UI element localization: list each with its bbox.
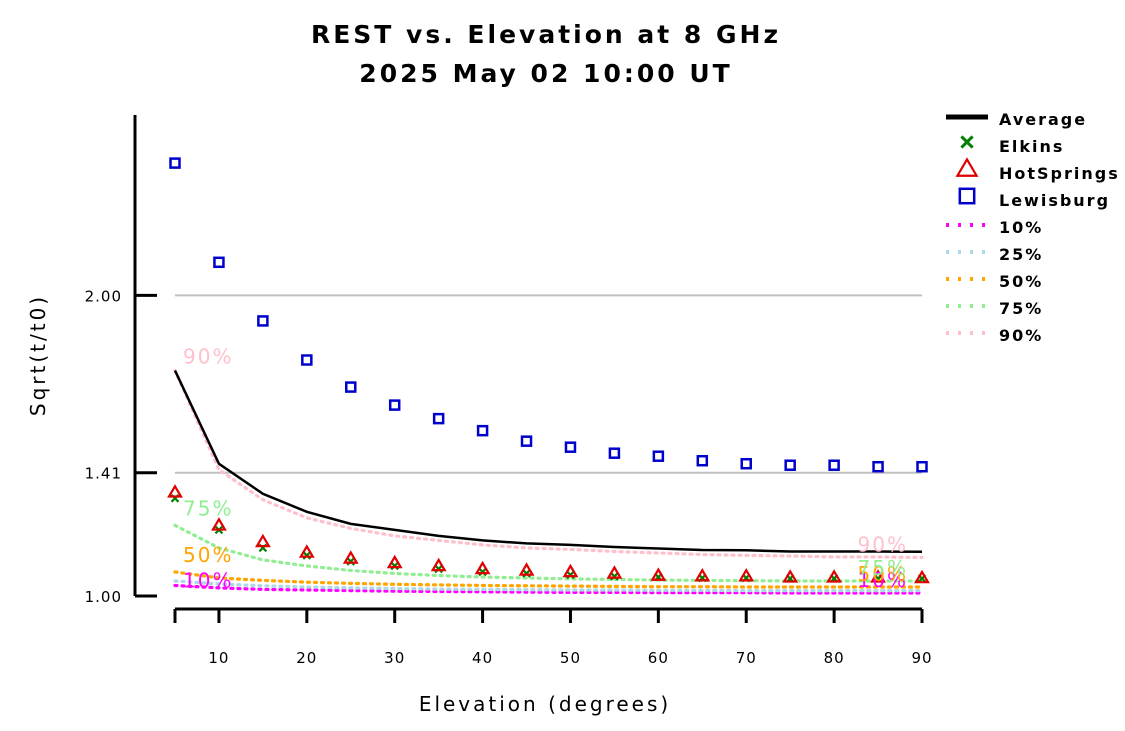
x-tick-label: 30 bbox=[384, 649, 405, 667]
series-elkins-marker bbox=[522, 569, 531, 578]
series-hotsprings-marker bbox=[167, 484, 183, 498]
x-axis-label: Elevation (degrees) bbox=[419, 692, 671, 716]
series-lewisburg-marker bbox=[257, 315, 269, 327]
series-lewisburg-marker bbox=[476, 424, 489, 437]
series-lewisburg-marker bbox=[828, 459, 840, 471]
legend-90pct-label: 90% bbox=[999, 326, 1043, 345]
series-lewisburg-marker bbox=[520, 435, 533, 447]
series-hotsprings-marker bbox=[562, 563, 579, 578]
legend-75pct-label: 75% bbox=[999, 299, 1043, 318]
series-elkins-marker bbox=[566, 570, 575, 580]
x-tick-label: 60 bbox=[648, 649, 669, 667]
series-lewisburg-marker bbox=[652, 450, 665, 462]
series-lewisburg-marker bbox=[213, 256, 225, 269]
series-50pct-line bbox=[173, 570, 924, 589]
legend-50pct-label: 50% bbox=[999, 272, 1043, 291]
legend-25pct-label: 25% bbox=[999, 245, 1043, 264]
series-75pct-line bbox=[173, 523, 924, 583]
series-lewisburg-marker bbox=[564, 441, 577, 453]
series-elkins-marker bbox=[478, 567, 487, 577]
series-elkins-marker bbox=[346, 557, 356, 566]
series-lewisburg-marker bbox=[301, 354, 313, 366]
pct-label-50pct-end: 50% bbox=[858, 562, 908, 586]
series-hotsprings-marker bbox=[870, 569, 886, 583]
pct-label-75pct-start: 75% bbox=[183, 496, 233, 520]
series-lewisburg-marker bbox=[432, 412, 445, 425]
series-hotsprings-marker bbox=[430, 557, 447, 572]
series-average-line bbox=[173, 369, 923, 554]
x-tick-label: 10 bbox=[208, 649, 229, 667]
legend-10pct-label: 10% bbox=[999, 218, 1043, 237]
series-hotsprings-marker bbox=[738, 567, 755, 582]
series-hotsprings-marker bbox=[606, 565, 623, 579]
series-elkins-marker bbox=[434, 564, 443, 574]
series-hotsprings-marker bbox=[298, 544, 315, 558]
legend-lewisburg-label: Lewisburg bbox=[999, 191, 1110, 210]
y-axis-label: Sqrt(t/t0) bbox=[26, 294, 50, 416]
y-tick-label: 1.41 bbox=[85, 465, 122, 483]
series-lewisburg-marker bbox=[608, 447, 621, 459]
series-25pct-line bbox=[173, 579, 924, 593]
pct-label-10pct-end: 10% bbox=[858, 568, 908, 592]
chart-title: REST vs. Elevation at 8 GHz bbox=[311, 20, 781, 49]
series-hotsprings-marker bbox=[694, 567, 711, 582]
series-lewisburg-marker bbox=[696, 454, 709, 467]
chart-subtitle: 2025 May 02 10:00 UT bbox=[359, 59, 732, 88]
series-elkins-marker bbox=[302, 551, 312, 560]
series-hotsprings-marker bbox=[650, 567, 667, 581]
legend-hotsprings-label: HotSprings bbox=[999, 164, 1120, 183]
x-tick-label: 80 bbox=[824, 649, 845, 667]
series-hotsprings-marker bbox=[782, 569, 799, 583]
x-tick-label: 50 bbox=[560, 649, 581, 667]
series-lewisburg-marker bbox=[345, 381, 357, 393]
series-lewisburg-marker bbox=[388, 399, 401, 411]
series-hotsprings-marker bbox=[386, 554, 403, 569]
legend: Average Elkins HotSprings Lewisburg 10% 25% 50… bbox=[946, 110, 1120, 345]
x-tick-label: 90 bbox=[911, 649, 932, 667]
series-hotsprings-marker bbox=[826, 569, 843, 583]
series-hotsprings-marker bbox=[254, 533, 271, 548]
pct-label-75pct-end: 75% bbox=[858, 556, 908, 580]
pct-label-50pct-start: 50% bbox=[183, 543, 233, 567]
series-elkins-marker bbox=[610, 572, 619, 581]
ticks: 1.00 1.41 2.00 10 20 30 40 50 60 70 80 90 bbox=[85, 287, 932, 667]
series-elkins-marker bbox=[390, 561, 399, 571]
y-tick-label: 2.00 bbox=[85, 287, 122, 305]
series-90pct-line bbox=[173, 368, 924, 560]
series-lewisburg-marker bbox=[740, 457, 752, 470]
y-tick-label: 1.00 bbox=[85, 588, 122, 606]
series-lewisburg-marker bbox=[916, 460, 928, 473]
legend-elkins-swatch bbox=[960, 135, 974, 149]
pct-label-90pct-start: 90% bbox=[183, 345, 233, 369]
legend-lewisburg-swatch bbox=[958, 187, 976, 205]
percentile-labels: 10% 10%50%50%75%75%90%90% bbox=[183, 345, 908, 593]
pct-label-10pct-start: 10% bbox=[183, 568, 233, 592]
series-hotsprings-marker bbox=[474, 560, 491, 575]
axes bbox=[133, 115, 922, 611]
legend-elkins-label: Elkins bbox=[999, 137, 1064, 156]
pct-label-90pct-end: 90% bbox=[858, 533, 908, 557]
gridlines bbox=[175, 294, 922, 474]
series-lewisburg-marker bbox=[169, 157, 181, 169]
series-hotsprings-marker bbox=[914, 569, 930, 584]
series-10pct-line bbox=[173, 583, 924, 595]
x-tick-label: 20 bbox=[296, 649, 317, 667]
legend-hotsprings-swatch bbox=[955, 157, 979, 177]
series-lewisburg-marker bbox=[872, 460, 884, 473]
x-tick-label: 70 bbox=[736, 649, 757, 667]
series-lewisburg-marker bbox=[784, 459, 796, 471]
legend-average-label: Average bbox=[999, 110, 1087, 129]
series-hotsprings-marker bbox=[342, 550, 359, 564]
series-hotsprings-marker bbox=[518, 562, 535, 576]
x-tick-label: 40 bbox=[472, 649, 493, 667]
series bbox=[167, 157, 930, 595]
series-hotsprings-marker bbox=[211, 517, 227, 531]
